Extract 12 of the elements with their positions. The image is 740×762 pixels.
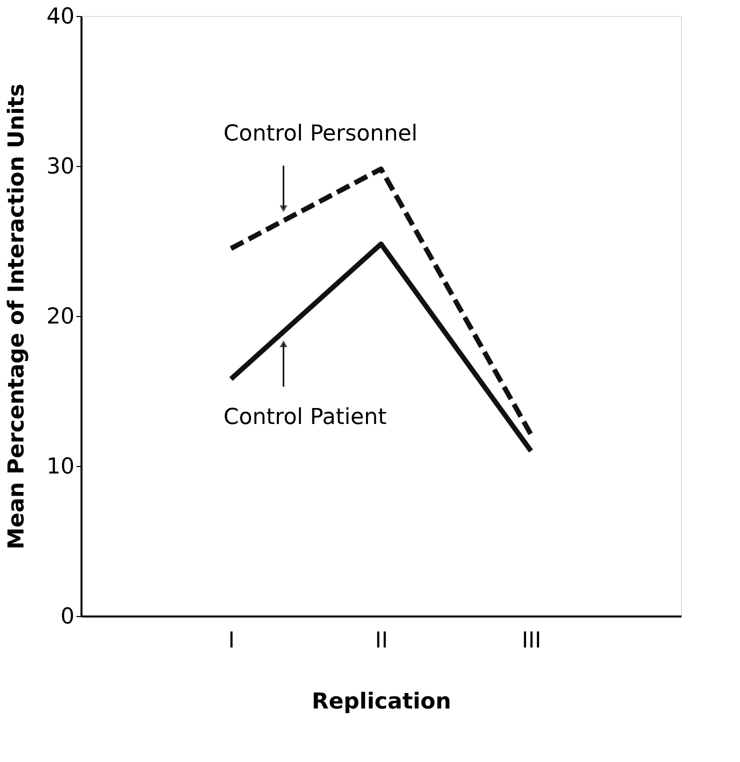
y-tick-label: 20 <box>46 304 74 330</box>
x-tick-label: II <box>375 628 388 654</box>
y-tick-label: 10 <box>46 454 74 480</box>
series-label: Control Patient <box>224 404 387 430</box>
y-tick-label: 0 <box>60 604 74 630</box>
x-tick-label: I <box>228 628 235 654</box>
y-tick-label: 40 <box>46 4 74 30</box>
y-tick-label: 30 <box>46 154 74 180</box>
series-label: Control Personnel <box>224 122 418 147</box>
x-axis-title: Replication <box>312 690 452 714</box>
y-axis-title: Mean Percentage of Interaction Units <box>4 84 30 550</box>
x-tick-label: III <box>522 628 542 654</box>
